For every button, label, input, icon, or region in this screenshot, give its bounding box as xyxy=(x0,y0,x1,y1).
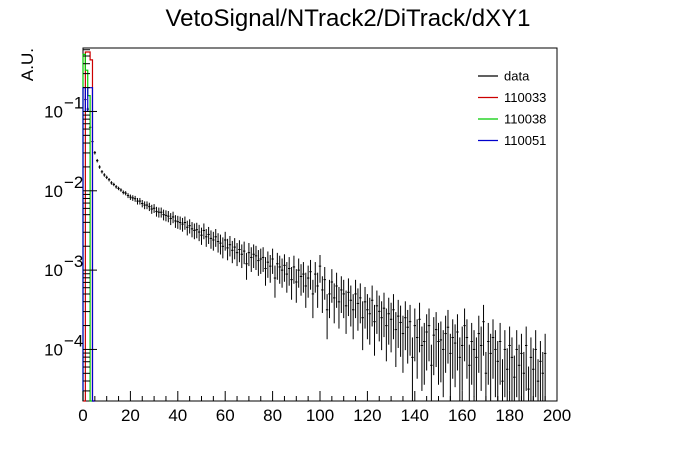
y-axis-label: A.U. xyxy=(18,48,37,81)
x-tick-label: 180 xyxy=(495,406,523,425)
x-axis: 0 20 40 60 80 100 120 140 160 180 200 xyxy=(78,391,571,425)
y-tick-exponent: −3 xyxy=(64,252,83,271)
legend-label-110033: 110033 xyxy=(504,90,546,105)
chart-title: VetoSignal/NTrack2/DiTrack/dXY1 xyxy=(165,5,530,32)
x-tick-label: 100 xyxy=(306,406,334,425)
legend-label-110051: 110051 xyxy=(504,133,546,148)
y-tick-label: 10 xyxy=(44,261,63,280)
y-tick-label: 10 xyxy=(44,102,63,121)
legend-label-110038: 110038 xyxy=(504,112,546,127)
x-tick-label: 200 xyxy=(543,406,571,425)
y-tick-exponent: −4 xyxy=(64,331,83,350)
x-tick-label: 60 xyxy=(216,406,235,425)
x-tick-label: 80 xyxy=(263,406,282,425)
plot-frame xyxy=(82,47,558,402)
series-layer xyxy=(82,51,547,402)
x-tick-label: 140 xyxy=(401,406,429,425)
x-tick-label: 20 xyxy=(121,406,140,425)
y-tick-label: 10 xyxy=(44,182,63,201)
x-tick-label: 120 xyxy=(353,406,381,425)
x-tick-label: 40 xyxy=(168,406,187,425)
y-tick-exponent: −2 xyxy=(64,173,83,192)
y-axis: 10−110−210−310−4 xyxy=(44,49,97,392)
x-tick-label: 160 xyxy=(448,406,476,425)
y-tick-label: 10 xyxy=(44,340,63,359)
series-step-110038 xyxy=(82,53,93,402)
y-tick-exponent: −1 xyxy=(64,93,83,112)
legend-label-data: data xyxy=(504,69,530,84)
plot-area-border xyxy=(82,47,558,402)
legend: data 110033 110038 110051 xyxy=(478,69,546,148)
x-tick-label: 0 xyxy=(78,406,87,425)
